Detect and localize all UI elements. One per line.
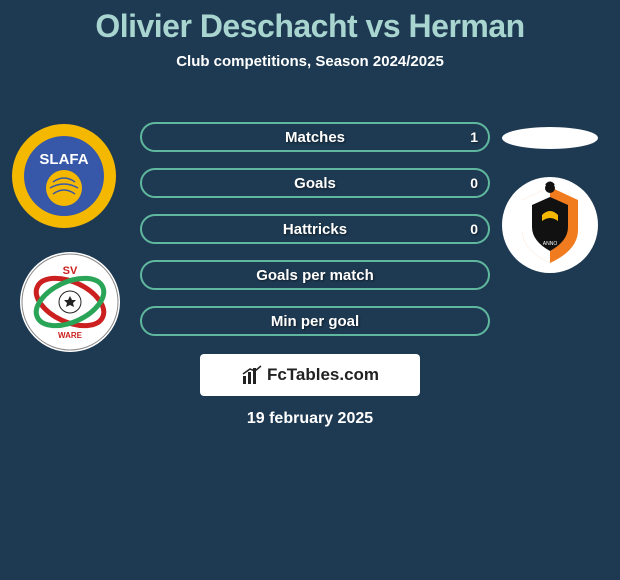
fctables-badge: FcTables.com (200, 354, 420, 396)
chart-icon (241, 364, 263, 386)
stat-row-matches: Matches 1 (140, 122, 490, 152)
stat-value-right: 0 (470, 175, 478, 191)
svg-text:SV: SV (63, 265, 78, 277)
stat-row-min-per-goal: Min per goal (140, 306, 490, 336)
stats-container: Matches 1 Goals 0 Hattricks 0 Goals per … (140, 122, 490, 352)
stat-label: Min per goal (271, 313, 359, 330)
stat-row-hattricks: Hattricks 0 (140, 214, 490, 244)
stat-row-goals-per-match: Goals per match (140, 260, 490, 290)
svg-text:WARE: WARE (58, 331, 83, 340)
stat-label: Goals (294, 175, 336, 192)
team-logo-ellipse (500, 125, 600, 156)
stat-value-right: 0 (470, 221, 478, 237)
page-title: Olivier Deschacht vs Herman (0, 0, 620, 45)
svg-text:ANNO: ANNO (543, 241, 558, 247)
date-label: 19 february 2025 (0, 410, 620, 428)
stat-value-right: 1 (470, 129, 478, 145)
svg-text:SLAFA: SLAFA (39, 151, 88, 168)
fctables-text: FcTables.com (267, 365, 379, 385)
stat-label: Goals per match (256, 267, 374, 284)
stat-row-goals: Goals 0 (140, 168, 490, 198)
page-subtitle: Club competitions, Season 2024/2025 (0, 53, 620, 70)
team-logo-sv: SV WARE (18, 250, 122, 359)
stat-label: Hattricks (283, 221, 347, 238)
team-logo-slafa: SLAFA (10, 122, 118, 235)
stat-label: Matches (285, 129, 345, 146)
team-logo-shield: ANNO (500, 175, 600, 280)
